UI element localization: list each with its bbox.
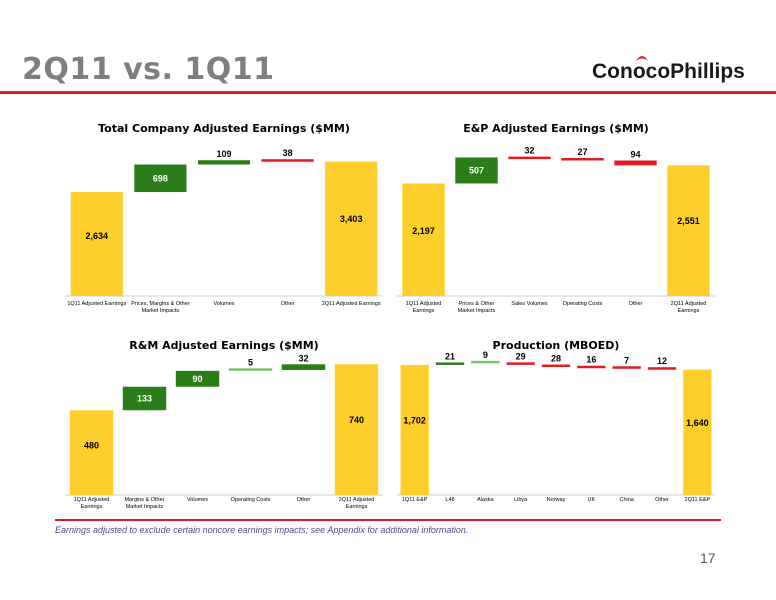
logo-flame-icon bbox=[636, 56, 648, 61]
value-label: 507 bbox=[469, 165, 484, 175]
chart-title: Production (MBOED) bbox=[493, 339, 620, 352]
category-label: L48 bbox=[445, 497, 454, 503]
bar-1 bbox=[400, 364, 429, 495]
category-label: 2Q11 Adjusted Earnings bbox=[339, 497, 375, 510]
logo-text: ConocoPhillips bbox=[592, 60, 745, 83]
category-label: Operating Costs bbox=[563, 301, 603, 307]
category-label: Other bbox=[629, 301, 643, 307]
slide-title: 2Q11 vs. 1Q11 bbox=[22, 52, 275, 87]
category-label: Sales Volumes bbox=[511, 301, 548, 307]
production-chart: Production (MBOED) 1,702 1Q11 E&P 21 L48 9 Ala… bbox=[397, 339, 715, 503]
bar-3 bbox=[175, 370, 220, 387]
category-label: Volumes bbox=[213, 301, 234, 307]
category-label: Prices, Margins & Other Market Impacts bbox=[131, 301, 190, 314]
bar-4 bbox=[261, 159, 314, 162]
bar-6 bbox=[577, 365, 606, 369]
value-label: 27 bbox=[577, 147, 587, 157]
ep-earnings-chart: E&P Adjusted Earnings ($MM) 2,197 1Q11 Adj… bbox=[397, 122, 715, 314]
bar-2 bbox=[435, 362, 465, 365]
value-label: 90 bbox=[192, 374, 202, 384]
value-label: 109 bbox=[216, 149, 231, 159]
value-label: 2,197 bbox=[412, 226, 435, 236]
category-label: Alaska bbox=[477, 497, 494, 503]
bar-5 bbox=[541, 364, 571, 368]
bar-4 bbox=[228, 368, 273, 371]
bar-8 bbox=[647, 367, 677, 370]
chart-title: R&M Adjusted Earnings ($MM) bbox=[129, 339, 318, 352]
bar-2 bbox=[455, 157, 498, 184]
value-label: 740 bbox=[349, 415, 364, 425]
category-label: Libya bbox=[514, 497, 528, 503]
rm-earnings-chart: R&M Adjusted Earnings ($MM) 480 1Q11 Adjus… bbox=[65, 339, 383, 510]
value-label: 29 bbox=[516, 351, 526, 361]
bar-2 bbox=[134, 164, 187, 193]
value-label: 12 bbox=[657, 356, 667, 366]
category-label: China bbox=[619, 497, 634, 503]
bar-5 bbox=[325, 161, 378, 296]
value-label: 7 bbox=[624, 355, 629, 365]
bar-7 bbox=[612, 366, 641, 369]
bar-9 bbox=[683, 369, 712, 495]
value-label: 2,551 bbox=[677, 216, 700, 226]
bar-6 bbox=[334, 364, 379, 495]
value-label: 2,634 bbox=[86, 231, 109, 241]
bar-1 bbox=[70, 192, 123, 296]
value-label: 480 bbox=[84, 440, 99, 450]
bar-4 bbox=[561, 158, 604, 161]
value-label: 9 bbox=[483, 350, 488, 360]
value-label: 16 bbox=[586, 355, 596, 365]
category-label: UK bbox=[588, 497, 596, 503]
value-label: 32 bbox=[524, 146, 534, 156]
bar-5 bbox=[614, 160, 657, 166]
value-label: 1,702 bbox=[403, 415, 426, 425]
bar-3 bbox=[471, 360, 500, 364]
category-label: Prices & Other Market Impacts bbox=[458, 301, 496, 314]
category-label: Norway bbox=[547, 497, 566, 503]
value-label: 133 bbox=[137, 393, 152, 403]
category-label: Operating Costs bbox=[231, 497, 271, 503]
value-label: 32 bbox=[298, 353, 308, 363]
bar-3 bbox=[197, 160, 251, 165]
conocophillips-logo: ConocoPhillips bbox=[592, 56, 762, 100]
chart-title: Total Company Adjusted Earnings ($MM) bbox=[98, 122, 350, 135]
category-label: Volumes bbox=[187, 497, 208, 503]
footnote: Earnings adjusted to exclude certain non… bbox=[55, 525, 469, 535]
bar-2 bbox=[122, 386, 167, 411]
bar-5 bbox=[281, 364, 326, 370]
value-label: 28 bbox=[551, 354, 561, 364]
title-divider bbox=[0, 91, 776, 94]
category-label: Other bbox=[281, 301, 295, 307]
value-label: 5 bbox=[248, 357, 253, 367]
value-label: 38 bbox=[283, 148, 293, 158]
value-label: 3,403 bbox=[340, 214, 363, 224]
value-label: 21 bbox=[445, 351, 455, 361]
category-label: Margins & Other Market Impacts bbox=[124, 497, 164, 510]
category-label: Other bbox=[655, 497, 669, 503]
category-label: 1Q11 Adjusted Earnings bbox=[74, 497, 110, 510]
value-label: 1,640 bbox=[686, 418, 709, 428]
footer-divider bbox=[55, 519, 721, 521]
category-label: 2Q11 Adjusted Earnings bbox=[322, 301, 381, 307]
total-company-earnings-chart: Total Company Adjusted Earnings ($MM) 2,6… bbox=[65, 122, 383, 314]
page-number: 17 bbox=[700, 550, 716, 566]
chart-title: E&P Adjusted Earnings ($MM) bbox=[463, 122, 649, 135]
value-label: 94 bbox=[630, 150, 640, 160]
bar-3 bbox=[508, 156, 551, 160]
bar-4 bbox=[506, 362, 535, 365]
category-label: 2Q11 E&P bbox=[685, 497, 711, 503]
bar-1 bbox=[402, 183, 445, 296]
bar-6 bbox=[667, 165, 710, 296]
category-label: 1Q11 Adjusted Earnings bbox=[406, 301, 442, 314]
category-label: 1Q11 Adjusted Earnings bbox=[67, 301, 126, 307]
value-label: 698 bbox=[153, 173, 168, 183]
category-label: 1Q11 E&P bbox=[402, 497, 428, 503]
category-label: Other bbox=[297, 497, 311, 503]
category-label: 2Q11 Adjusted Earnings bbox=[671, 301, 707, 314]
bar-1 bbox=[69, 410, 114, 495]
